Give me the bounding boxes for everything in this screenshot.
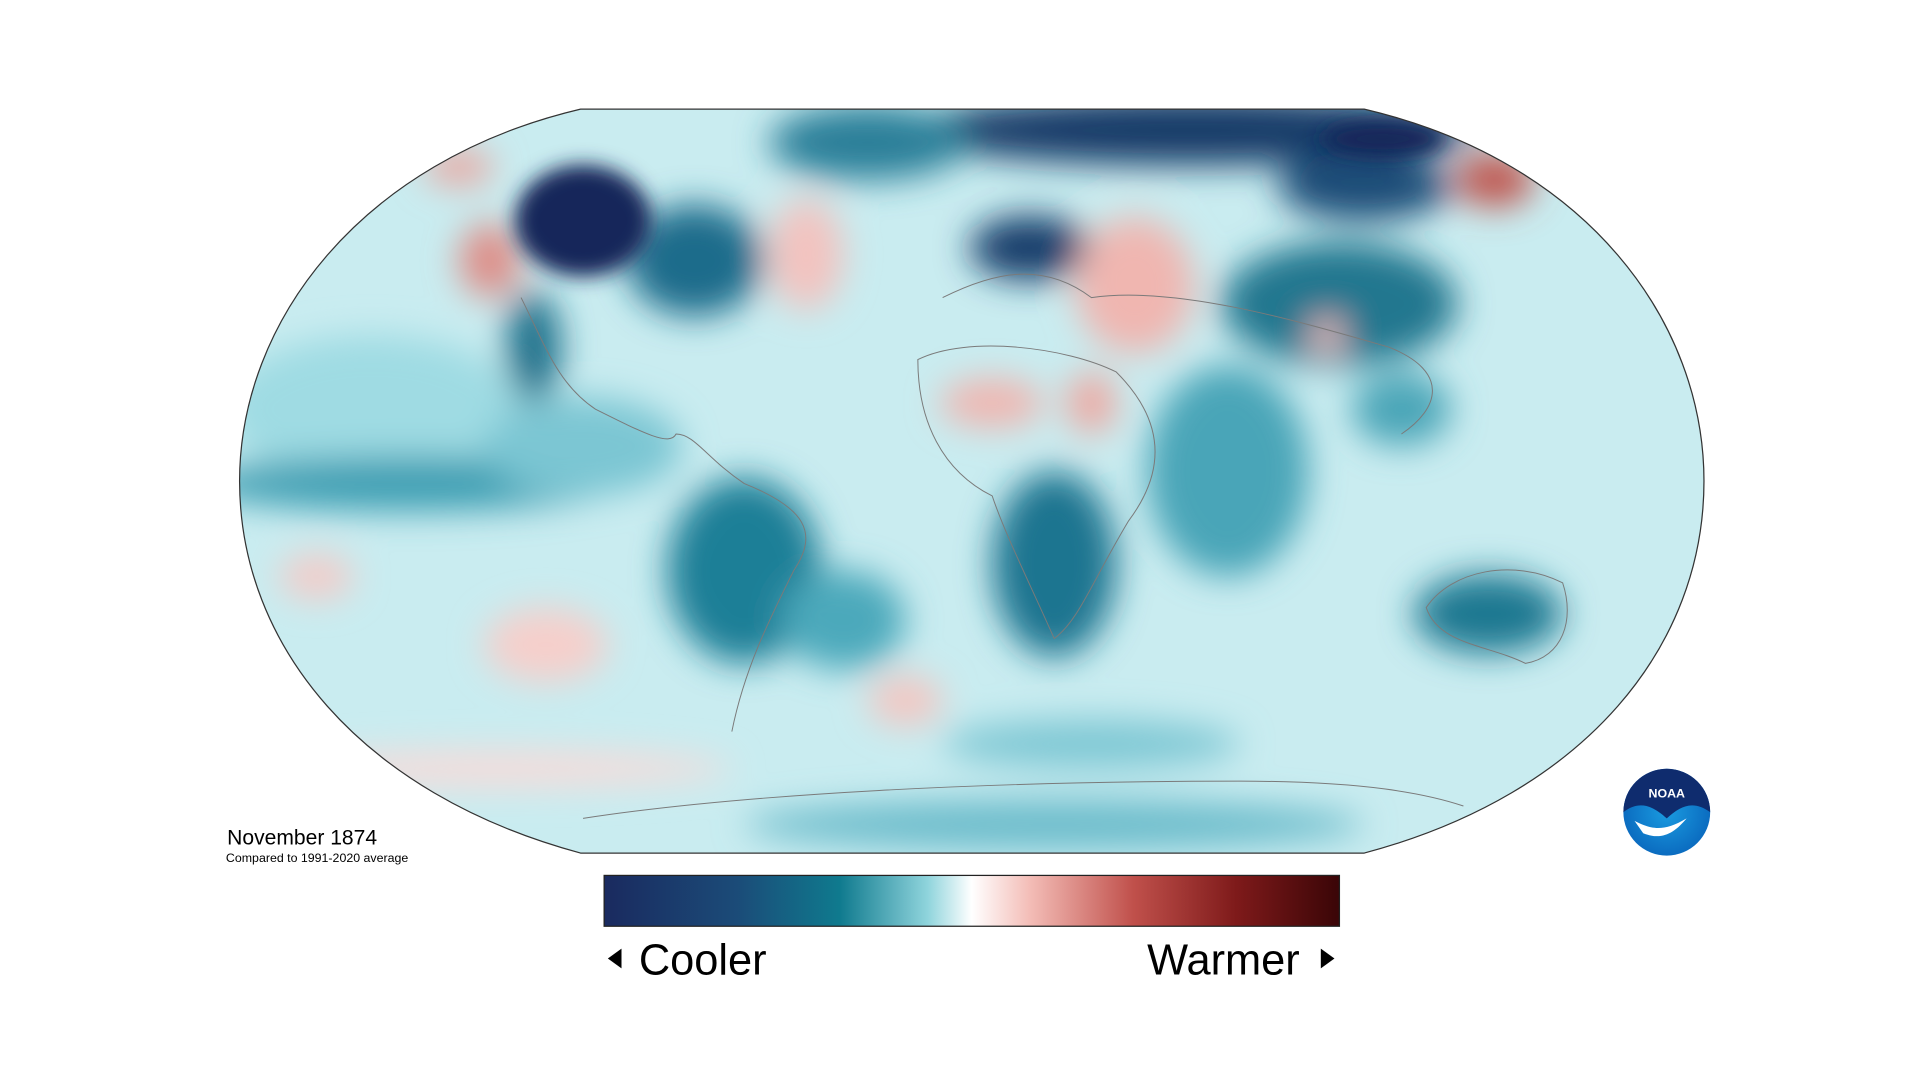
logo-text: NOAA [1649, 786, 1685, 800]
noaa-logo: NOAA [1623, 768, 1711, 856]
cooler-arrow [607, 948, 622, 969]
anomaly-map [239, 109, 1704, 854]
map-border [238, 108, 1705, 854]
color-bar [603, 874, 1341, 927]
map-subtitle: Compared to 1991-2020 average [226, 851, 408, 865]
legend-high-label: Warmer [1147, 937, 1300, 985]
warmer-arrow [1320, 948, 1335, 969]
coastlines [520, 273, 1568, 819]
legend-low-label: Cooler [639, 937, 767, 985]
map-title: November 1874 [227, 826, 377, 849]
